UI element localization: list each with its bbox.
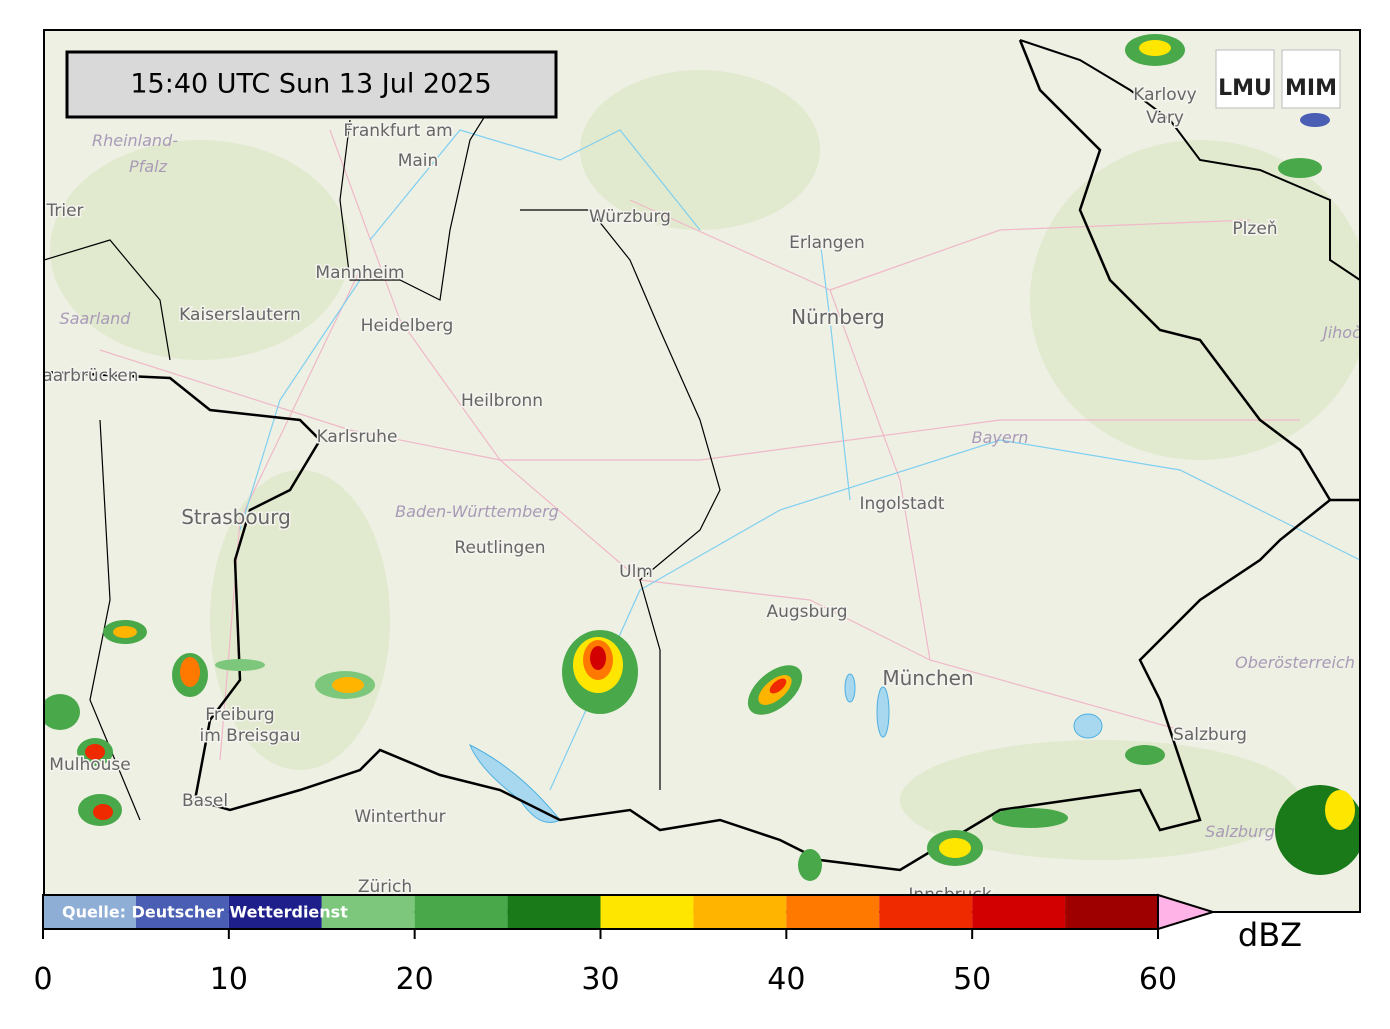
svg-text:Ingolstadt: Ingolstadt xyxy=(859,494,944,514)
colorbar-bin xyxy=(135,895,229,929)
colorbar-bin xyxy=(321,895,415,929)
svg-text:Pfalz: Pfalz xyxy=(129,157,168,176)
svg-text:Baden-Württemberg: Baden-Württemberg xyxy=(395,502,559,521)
svg-text:Freiburg: Freiburg xyxy=(205,705,274,725)
logo-text: MIM xyxy=(1285,76,1337,101)
colorbar-tick-label: 60 xyxy=(1139,962,1177,997)
svg-text:Salzburg: Salzburg xyxy=(1205,822,1275,841)
rivers xyxy=(239,129,1360,791)
svg-text:im Breisgau: im Breisgau xyxy=(200,726,301,746)
svg-text:Winterthur: Winterthur xyxy=(354,807,445,827)
svg-text:Ulm: Ulm xyxy=(619,562,653,582)
forest xyxy=(50,70,1360,860)
lakes xyxy=(469,673,1103,823)
svg-text:Bayern: Bayern xyxy=(972,428,1029,447)
svg-text:Salzburg: Salzburg xyxy=(1173,725,1247,745)
colorbar-tick-label: 30 xyxy=(581,962,619,997)
colorbar-tick-label: 20 xyxy=(396,962,434,997)
svg-text:Frankfurt am: Frankfurt am xyxy=(343,121,452,141)
timestamp-box xyxy=(65,50,558,119)
svg-text:Erlangen: Erlangen xyxy=(789,233,865,253)
svg-text:Oberösterreich: Oberösterreich xyxy=(1235,653,1355,672)
map: Frankfurt am Main Trier Würzburg Erlangen N… xyxy=(32,30,1390,912)
svg-text:Trier: Trier xyxy=(45,201,83,221)
svg-text:Kaiserslautern: Kaiserslautern xyxy=(179,305,301,325)
svg-text:Saarland: Saarland xyxy=(60,309,132,328)
colorbar-bin xyxy=(972,895,1066,929)
svg-text:Augsburg: Augsburg xyxy=(766,602,847,622)
colorbar-tick-label: 40 xyxy=(767,962,805,997)
colorbar-bin xyxy=(879,895,973,929)
svg-text:Plzeň: Plzeň xyxy=(1232,219,1277,239)
colorbar-tick-label: 0 xyxy=(33,962,52,997)
colorbar: 0 10 20 30 40 50 60 xyxy=(33,893,1217,997)
svg-text:Zürich: Zürich xyxy=(358,877,412,897)
svg-text:Heilbronn: Heilbronn xyxy=(461,391,543,411)
colorbar-bin xyxy=(507,895,601,929)
colorbar-bin xyxy=(786,895,880,929)
colorbar-bin xyxy=(43,895,136,929)
colorbar-bin xyxy=(228,895,322,929)
logo-box xyxy=(1281,49,1341,109)
logo-text: LMU xyxy=(1218,76,1272,101)
colorbar-bin xyxy=(414,895,508,929)
colorbar-unit: dBZ xyxy=(1238,916,1302,954)
timestamp: 15:40 UTC Sun 13 Jul 2025 xyxy=(130,69,491,100)
svg-text:Vary: Vary xyxy=(1146,108,1184,128)
svg-text:Jihočeský kraj: Jihočeský kraj xyxy=(1320,323,1390,342)
svg-text:Heidelberg: Heidelberg xyxy=(361,316,454,336)
radar-echoes xyxy=(44,34,1360,881)
svg-text:Main: Main xyxy=(398,151,439,171)
svg-text:Rheinland-: Rheinland- xyxy=(92,131,178,150)
svg-text:Reutlingen: Reutlingen xyxy=(454,538,545,558)
colorbar-tick-label: 10 xyxy=(210,962,248,997)
svg-text:Mannheim: Mannheim xyxy=(315,263,404,283)
logo-box xyxy=(1215,49,1275,109)
colorbar-bin xyxy=(600,895,694,929)
colorbar-bin xyxy=(693,895,787,929)
source-note: Quelle: Deutscher Wetterdienst xyxy=(62,903,348,922)
colorbar-tick-label: 50 xyxy=(953,962,991,997)
svg-text:Karlsruhe: Karlsruhe xyxy=(317,427,398,447)
svg-text:Karlovy: Karlovy xyxy=(1133,85,1197,105)
logos: LMU MIM xyxy=(1215,49,1341,109)
borders xyxy=(44,39,1360,872)
svg-text:Würzburg: Würzburg xyxy=(589,207,671,227)
svg-text:Mulhouse: Mulhouse xyxy=(49,755,130,775)
svg-text:Nürnberg: Nürnberg xyxy=(791,305,885,329)
svg-text:Basel: Basel xyxy=(182,791,228,811)
svg-text:München: München xyxy=(882,666,973,690)
colorbar-bin xyxy=(1065,895,1158,929)
svg-text:Saarbrücken: Saarbrücken xyxy=(32,366,139,386)
svg-text:Strasbourg: Strasbourg xyxy=(181,505,291,529)
